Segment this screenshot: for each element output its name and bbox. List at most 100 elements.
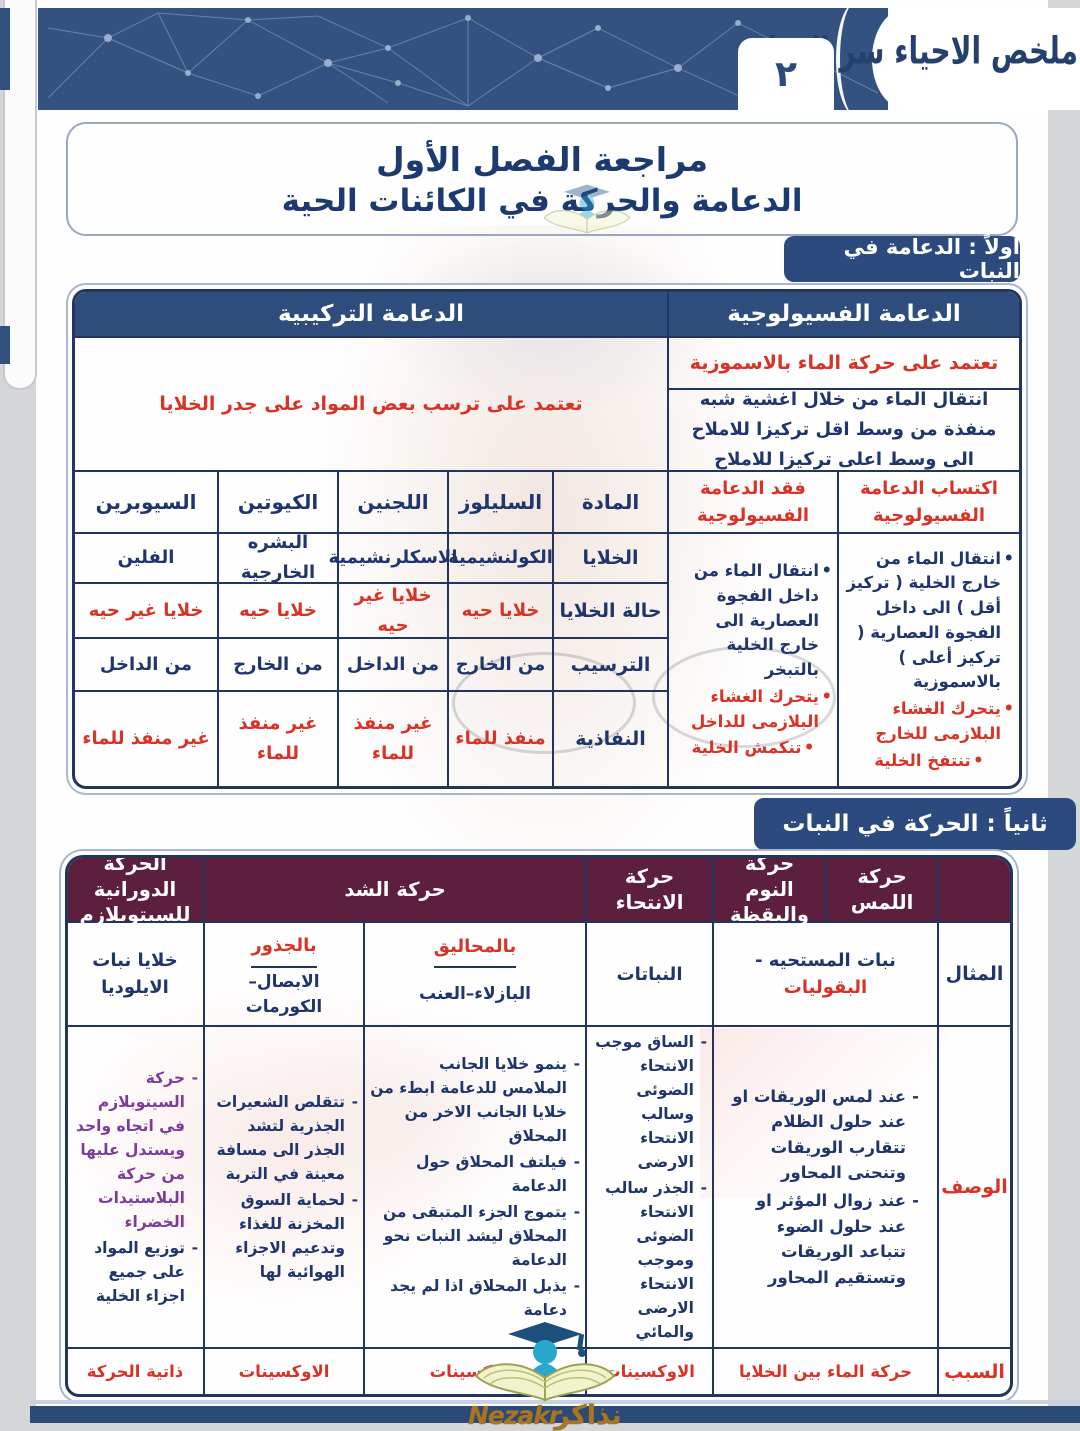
description-item: الساق موجب الانتحاء الضوئى وسالب الانتحا… <box>592 1030 707 1174</box>
example-tropism: النباتات <box>585 923 712 1027</box>
row-label-cell-state: حالة الخلايا <box>552 584 667 639</box>
tropism-movement-header: حركة الانتحاء <box>585 858 712 923</box>
tendrils-example: البازلاء–العنب <box>419 984 531 1005</box>
gain-item: يتحرك الغشاء البلازمى للخارج <box>844 697 1014 747</box>
description-item: توزيع المواد على جميع اجزاء الخلية <box>72 1236 198 1308</box>
description-touch-sleep: عند لمس الوريقات او عند حلول الظلام تتقا… <box>712 1027 937 1349</box>
roots-subheader: بالجذور <box>251 926 317 968</box>
matrix-cell: خلايا حيه <box>447 584 552 639</box>
watermark-ghost <box>541 182 634 239</box>
description-item: تتقلص الشعيرات الجذرية لتشد الجذر الى مس… <box>210 1090 358 1186</box>
sleep-wake-movement-header: حركة النوم واليقظة <box>712 858 825 926</box>
section1-badge: أولاً : الدعامة في النبات <box>784 235 1020 283</box>
gain-item: انتقال الماء من خارج الخلية ( تركيز أقل … <box>844 547 1014 696</box>
matrix-corner-header: المادة <box>552 472 667 534</box>
corner-header-cell <box>937 858 1010 923</box>
matrix-cell: غير منفذ للماء <box>337 692 447 786</box>
movement-table: حركة اللمس حركة النوم واليقظة حركة الانت… <box>65 855 1013 1397</box>
structural-deposit-cell: تعتمد على ترسب بعض المواد على جدر الخلاي… <box>75 338 667 472</box>
banner-title-area <box>872 8 1080 110</box>
column-header-suberin: السيوبرين <box>75 472 217 534</box>
support-table: الدعامة الفسيولوجية الدعامة التركيبية تع… <box>72 289 1022 789</box>
gain-support-header: اكتساب الدعامة الفسيولوجية <box>837 472 1019 534</box>
touch-movement-header: حركة اللمس <box>825 858 937 923</box>
matrix-cell: من الخارج <box>447 639 552 692</box>
matrix-cell: منفذ للماء <box>447 692 552 786</box>
right-margin <box>1048 112 1080 1402</box>
watermark-text: Nezakr نذاكر <box>468 1400 622 1431</box>
section2-badge-label: ثانياً : الحركة في النبات <box>782 811 1048 837</box>
description-item: فيلتف المحلاق حول الدعامة <box>370 1150 580 1198</box>
mimosa-plant-text: نبات المستحيه - <box>755 950 896 971</box>
example-touch-sleep-text: نبات المستحيه - البقوليات <box>719 947 932 1001</box>
description-item: عند لمس الوريقات او عند حلول الظلام تتقا… <box>732 1084 919 1186</box>
structural-support-header: الدعامة التركيبية <box>75 292 667 338</box>
matrix-cell: الفلين <box>75 534 217 584</box>
chapter-title-line2: الدعامة والحركة في الكائنات الحية <box>281 182 803 219</box>
roots-example: الابصال– الكورمات <box>245 971 323 1018</box>
watermark-logo: Nezakr نذاكر <box>468 1318 622 1431</box>
example-cyclosis: خلايا نبات الايلوديا <box>68 923 203 1027</box>
column-header-lignin: اللجنين <box>337 472 447 534</box>
row-label-cells: الخلايا <box>552 534 667 584</box>
matrix-cell: الكولنشيمية <box>447 534 553 584</box>
page-number-tab: ٢ <box>738 38 834 110</box>
matrix-cell: من الخارج <box>217 639 337 692</box>
loss-support-details: انتقال الماء من داخل الفجوة العصارية الى… <box>667 534 837 786</box>
physiological-support-title: الدعامة الفسيولوجية <box>727 301 961 327</box>
banner-curve-accent <box>836 2 876 116</box>
example-tendrils: بالمحاليق البازلاء–العنب <box>363 923 585 1027</box>
watermark-arabic: نذاكر <box>554 1400 622 1431</box>
section1-badge-label: أولاً : الدعامة في النبات <box>843 235 1020 283</box>
description-item: ينمو خلايا الجانب الملامس للدعامة ابطء م… <box>370 1052 580 1148</box>
matrix-cell: خلايا غير حيه <box>337 584 447 639</box>
section2-badge: ثانياً : الحركة في النبات <box>754 798 1076 850</box>
structural-support-title: الدعامة التركيبية <box>277 301 465 327</box>
cause-cyclosis: ذاتية الحركة <box>86 1362 184 1381</box>
cause-roots: الاوكسينات <box>203 1349 363 1394</box>
loss-support-header: فقد الدعامة الفسيولوجية <box>667 472 837 534</box>
loss-item: انتقال الماء من داخل الفجوة العصارية الى… <box>674 559 832 683</box>
physiological-support-header: الدعامة الفسيولوجية <box>667 292 1019 338</box>
tendrils-subheader: بالمحاليق <box>433 926 517 968</box>
column-header-cutin: الكيوتين <box>217 472 337 534</box>
example-touch-sleep: نبات المستحيه - البقوليات <box>712 923 937 1027</box>
tension-movement-header: حركة الشد <box>203 858 585 923</box>
chapter-title-line1: مراجعة الفصل الأول <box>375 139 709 179</box>
page-banner: ملخص الاحياء سر الحياة ٢ <box>36 2 1080 116</box>
example-roots: بالجذور الابصال– الكورمات <box>203 923 363 1027</box>
matrix-cell: من الداخل <box>337 639 447 692</box>
description-item: يتموج الجزء المتبقى من المحلاق ليشد النب… <box>370 1200 580 1272</box>
description-tropism: الساق موجب الانتحاء الضوئى وسالب الانتحا… <box>585 1027 712 1349</box>
description-item: حركة السيتوبلازم في اتجاه واحد ويستدل عل… <box>72 1066 198 1234</box>
matrix-cell: البشره الخارجية <box>217 532 337 584</box>
row-label-permeability: النفاذية <box>552 692 667 786</box>
cyclosis-movement-header: الحركة الدورانية للسيتوبلازم <box>68 858 203 926</box>
watermark-latin: Nezakr <box>468 1401 561 1430</box>
series-title: ملخص الاحياء سر الحياة <box>751 28 1078 73</box>
page-number: ٢ <box>775 53 797 95</box>
loss-item: تنكمش الخلية <box>692 736 815 761</box>
bottom-bar <box>30 1406 1080 1423</box>
loss-item: يتحرك الغشاء البلازمى للداخل <box>674 685 832 735</box>
matrix-cell: خلايا غير حيه <box>75 584 217 639</box>
graduate-book-icon <box>474 1322 616 1402</box>
row-label-cause: السبب <box>937 1349 1010 1394</box>
legumes-text: البقوليات <box>783 977 868 998</box>
column-header-cellulose: السليلوز <box>447 472 552 534</box>
physiological-transfer-cell: انتقال الماء من خلال اغشية شبه منفذة من … <box>667 389 1019 472</box>
description-item: يذبل المحلاق اذا لم يجد دعامة <box>370 1274 580 1322</box>
matrix-cell: خلايا حيه <box>217 584 337 639</box>
row-label-description: الوصف <box>937 1027 1010 1349</box>
matrix-cell: من الداخل <box>75 639 217 692</box>
matrix-cell: الاسكلرنشيمية <box>328 534 458 584</box>
gain-item: تنتفخ الخلية <box>874 749 984 774</box>
description-item: لحماية السوق المخزنة للغذاء وتدعيم الاجز… <box>210 1188 358 1284</box>
description-cyclosis: حركة السيتوبلازم في اتجاه واحد ويستدل عل… <box>68 1027 203 1349</box>
description-item: الجذر سالب الانتحاء الضوئى وموجب الانتحا… <box>592 1176 707 1344</box>
matrix-cell: غير منفذ للماء <box>82 728 210 750</box>
matrix-cell: غير منفذ للماء <box>217 692 337 786</box>
description-item: عند زوال المؤثر او عند حلول الضوء تتباعد… <box>732 1188 919 1290</box>
description-tendrils: ينمو خلايا الجانب الملامس للدعامة ابطء م… <box>363 1027 585 1349</box>
